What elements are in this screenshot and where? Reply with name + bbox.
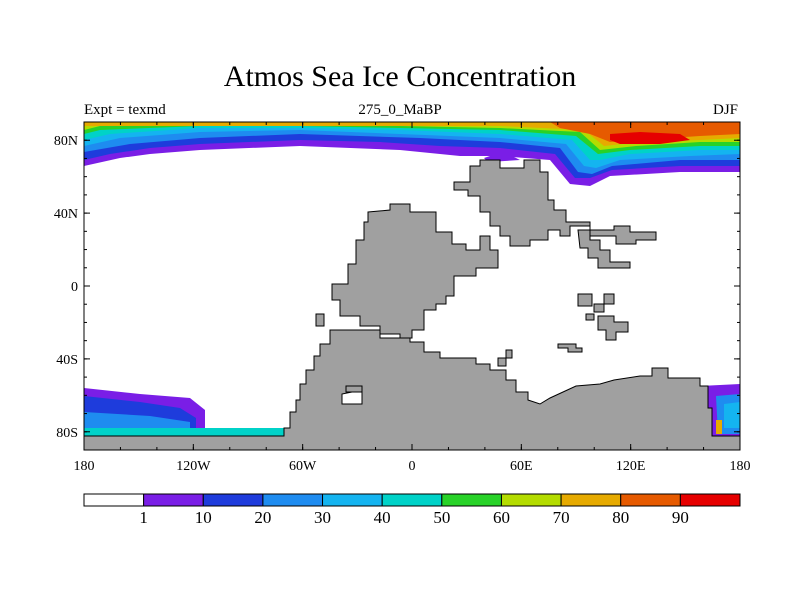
colorbar-label: 50 bbox=[433, 508, 450, 527]
latitude-axis: 80N 40N 0 40S 80S bbox=[54, 121, 740, 451]
island-8 bbox=[497, 357, 507, 367]
landmass-asia bbox=[453, 159, 657, 247]
lon-tick-label: 120E bbox=[616, 459, 646, 474]
plot-title: Atmos Sea Ice Concentration bbox=[223, 60, 577, 93]
time-label: 275_0_MaBP bbox=[358, 102, 442, 118]
lon-tick-label: 0 bbox=[409, 459, 416, 474]
colorbar-label: 60 bbox=[493, 508, 510, 527]
colorbar-label: 1 bbox=[139, 508, 148, 527]
lon-tick-label: 60W bbox=[289, 459, 317, 474]
island-10 bbox=[345, 385, 363, 393]
colorbar-swatch bbox=[500, 493, 562, 507]
colorbar-label: 40 bbox=[374, 508, 391, 527]
colorbar-swatch bbox=[679, 493, 741, 507]
colorbar-label: 90 bbox=[672, 508, 689, 527]
lon-tick-label: 180 bbox=[74, 459, 95, 474]
colorbar-label: 80 bbox=[612, 508, 629, 527]
ice-band-9 bbox=[550, 122, 740, 142]
ice-ross-3 bbox=[724, 402, 740, 428]
colorbar-swatch bbox=[202, 493, 264, 507]
lat-tick-label: 40N bbox=[54, 207, 78, 222]
colorbar-label: 10 bbox=[195, 508, 212, 527]
land-masses bbox=[84, 159, 740, 450]
ice-ross-4 bbox=[716, 420, 722, 434]
island-9 bbox=[505, 349, 513, 359]
colorbar-swatch bbox=[620, 493, 681, 507]
lat-tick-label: 80N bbox=[54, 134, 78, 149]
longitude-axis: 180 120W 60W 0 60E 120E 180 bbox=[74, 122, 751, 474]
island-7 bbox=[315, 313, 325, 327]
colorbar-swatch bbox=[381, 493, 443, 507]
island-5 bbox=[585, 313, 595, 321]
season-label: DJF bbox=[712, 102, 738, 118]
island-4 bbox=[597, 315, 629, 341]
landmass-peninsula bbox=[577, 229, 631, 269]
ice-south-west-4 bbox=[84, 428, 284, 436]
colorbar: 1 10 20 30 40 50 60 70 80 90 bbox=[83, 493, 741, 527]
colorbar-label: 30 bbox=[314, 508, 331, 527]
colorbar-label: 20 bbox=[254, 508, 271, 527]
colorbar-label: 70 bbox=[553, 508, 570, 527]
lat-tick-label: 0 bbox=[71, 280, 78, 295]
island-6 bbox=[557, 343, 583, 353]
sea-ice-field bbox=[84, 122, 740, 450]
island-2 bbox=[593, 303, 605, 313]
island-1 bbox=[577, 293, 593, 307]
colorbar-swatch bbox=[83, 493, 145, 507]
island-3 bbox=[603, 293, 615, 305]
ice-south-west-3 bbox=[84, 412, 190, 430]
colorbar-swatch bbox=[143, 493, 204, 507]
experiment-label: Expt = texmd bbox=[84, 102, 166, 118]
ice-band-10 bbox=[610, 132, 690, 144]
lon-tick-label: 180 bbox=[730, 459, 751, 474]
lon-tick-label: 60E bbox=[510, 459, 533, 474]
lat-tick-label: 80S bbox=[56, 426, 78, 441]
landmass-north bbox=[331, 203, 499, 339]
colorbar-swatch bbox=[262, 493, 324, 507]
lon-tick-label: 120W bbox=[176, 459, 211, 474]
colorbar-swatch bbox=[560, 493, 622, 507]
colorbar-swatch bbox=[441, 493, 502, 507]
colorbar-swatch bbox=[322, 493, 383, 507]
lat-tick-label: 40S bbox=[56, 353, 78, 368]
